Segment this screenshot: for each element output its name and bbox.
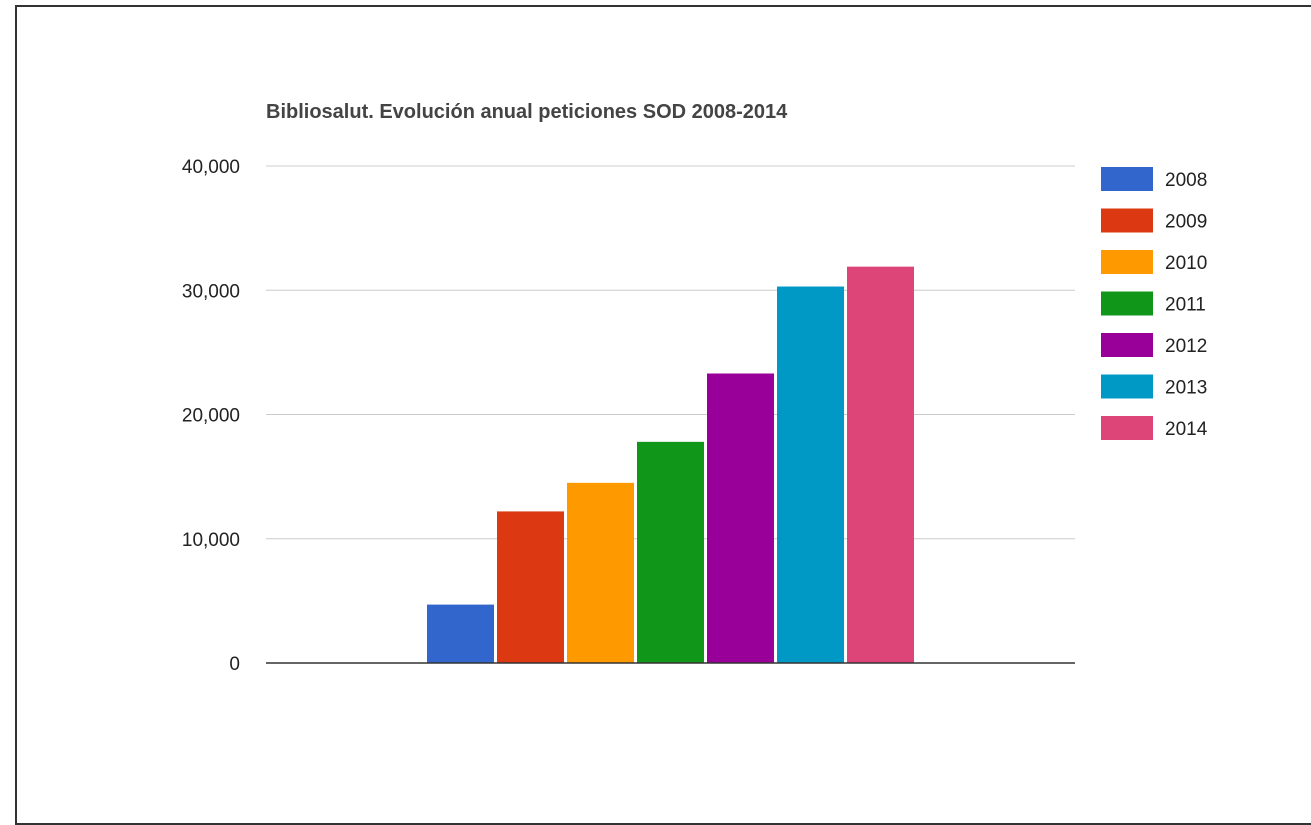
- legend-label: 2009: [1165, 212, 1207, 233]
- legend-swatch-2008: [1101, 167, 1153, 191]
- bars: [427, 266, 914, 663]
- bar-2010: [567, 482, 634, 663]
- bar-2012: [707, 373, 774, 663]
- bar-2009: [497, 511, 564, 663]
- legend: 2008 2009 2010 2011 2012 2013 2014: [1101, 167, 1208, 440]
- y-tick-label: 20,000: [182, 406, 240, 427]
- y-axis-ticks: 0 10,000 20,000 30,000 40,000: [182, 157, 240, 675]
- legend-label: 2012: [1165, 336, 1207, 357]
- legend-label: 2008: [1165, 170, 1207, 191]
- legend-swatch-2010: [1101, 250, 1153, 274]
- legend-label: 2014: [1165, 419, 1208, 440]
- legend-label: 2013: [1165, 378, 1207, 399]
- legend-swatch-2014: [1101, 416, 1153, 440]
- y-tick-label: 10,000: [182, 530, 240, 551]
- y-tick-label: 0: [229, 654, 240, 675]
- legend-swatch-2013: [1101, 374, 1153, 399]
- legend-swatch-2012: [1101, 333, 1153, 357]
- chart-title: Bibliosalut. Evolución anual peticiones …: [266, 101, 788, 123]
- bar-2014: [847, 266, 914, 663]
- bar-2013: [777, 286, 844, 663]
- legend-swatch-2009: [1101, 208, 1153, 233]
- legend-swatch-2011: [1101, 291, 1153, 316]
- y-tick-label: 30,000: [182, 281, 240, 302]
- legend-label: 2010: [1165, 253, 1207, 274]
- bar-2011: [637, 441, 704, 663]
- y-tick-label: 40,000: [182, 157, 240, 178]
- bar-2008: [427, 604, 494, 663]
- legend-label: 2011: [1165, 295, 1206, 316]
